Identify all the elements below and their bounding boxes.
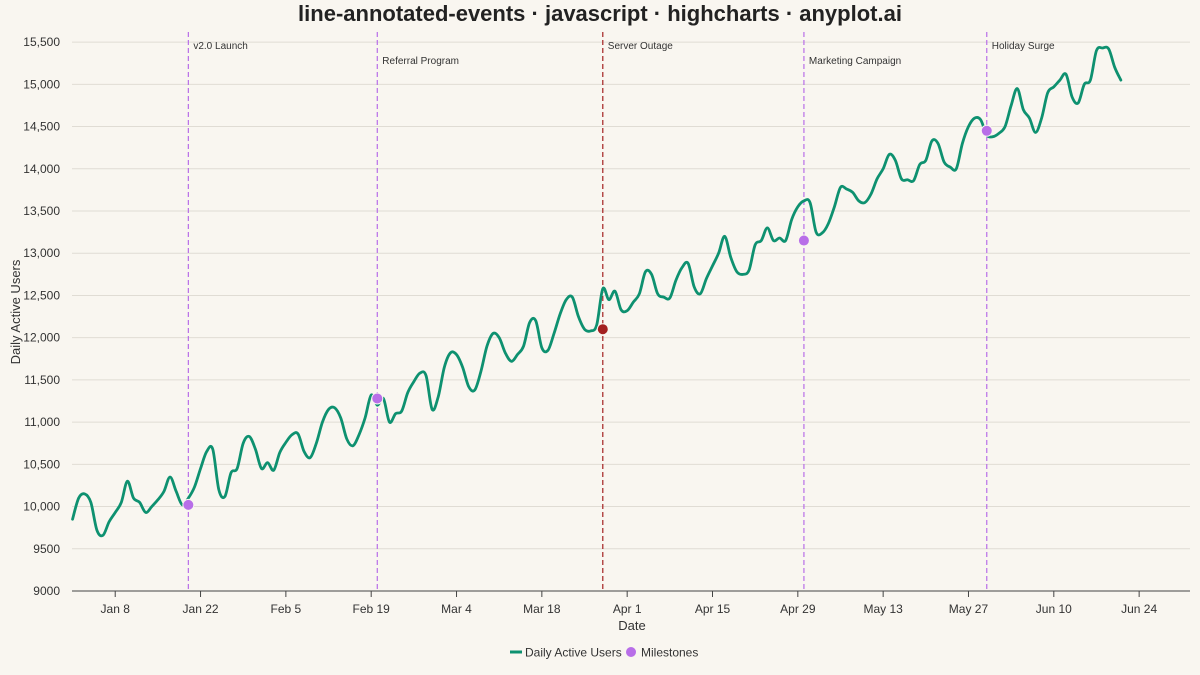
legend: Daily Active Users Milestones: [510, 646, 698, 660]
x-axis-title: Date: [618, 618, 645, 633]
series-line-daily-active-users[interactable]: [71, 45, 1123, 538]
x-tick-label: Apr 29: [780, 602, 816, 616]
y-tick-label: 11,000: [24, 415, 60, 429]
x-tick-label: Apr 1: [613, 602, 642, 616]
y-tick-label: 9500: [33, 542, 60, 556]
event-label: Referral Program: [382, 56, 459, 67]
event-label: v2.0 Launch: [193, 41, 248, 52]
event-label: Holiday Surge: [992, 41, 1055, 52]
y-tick-label: 13,000: [23, 246, 60, 260]
event-label: Server Outage: [608, 41, 673, 52]
x-tick-label: Jan 8: [101, 602, 131, 616]
y-tick-label: 12,500: [23, 288, 60, 302]
series-lines: [71, 45, 1123, 538]
legend-label-milestones: Milestones: [641, 646, 698, 660]
legend-item-dau[interactable]: Daily Active Users: [510, 646, 622, 660]
legend-dot-swatch: [626, 647, 636, 657]
milestone-marker[interactable]: [596, 323, 609, 336]
x-tick-label: Jan 22: [183, 602, 219, 616]
x-tick-label: May 27: [949, 602, 989, 616]
y-tick-label: 12,000: [23, 331, 60, 345]
x-axis: Jan 8 Jan 22 Feb 5 Feb 19 Mar 4 Mar 18 Apr 1 Ap…: [72, 590, 1190, 616]
y-tick-label: 14,500: [23, 120, 60, 134]
milestone-marker[interactable]: [182, 498, 195, 511]
chart-title: line-annotated-events · javascript · hig…: [298, 1, 902, 26]
x-tick-label: Mar 4: [441, 602, 472, 616]
y-axis-ticks: 9000 9500 10,000 10,500 11,000 11,500 12,000 12…: [23, 35, 60, 598]
x-tick-label: Feb 5: [271, 602, 302, 616]
y-tick-label: 13,500: [23, 204, 60, 218]
x-tick-label: Feb 19: [353, 602, 391, 616]
x-tick-label: Apr 15: [695, 602, 731, 616]
x-tick-label: Jun 24: [1121, 602, 1157, 616]
legend-label-dau: Daily Active Users: [525, 646, 622, 660]
x-tick-label: Mar 18: [523, 602, 561, 616]
y-tick-label: 11,500: [24, 373, 60, 387]
y-tick-label: 10,500: [23, 457, 60, 471]
y-tick-label: 14,000: [23, 162, 60, 176]
y-tick-label: 9000: [33, 584, 60, 598]
y-axis-title: Daily Active Users: [8, 259, 23, 364]
milestone-marker[interactable]: [797, 234, 810, 247]
grid-lines: [72, 41, 1190, 550]
legend-item-milestones[interactable]: Milestones: [626, 646, 698, 660]
event-label: Marketing Campaign: [809, 56, 901, 67]
y-tick-label: 10,000: [23, 500, 60, 514]
event-markers: [182, 124, 993, 511]
y-tick-label: 15,000: [23, 77, 60, 91]
milestone-marker[interactable]: [980, 124, 993, 137]
milestone-marker[interactable]: [371, 392, 384, 405]
x-tick-label: Jun 10: [1036, 602, 1072, 616]
y-tick-label: 15,500: [23, 35, 60, 49]
x-tick-label: May 13: [863, 602, 903, 616]
